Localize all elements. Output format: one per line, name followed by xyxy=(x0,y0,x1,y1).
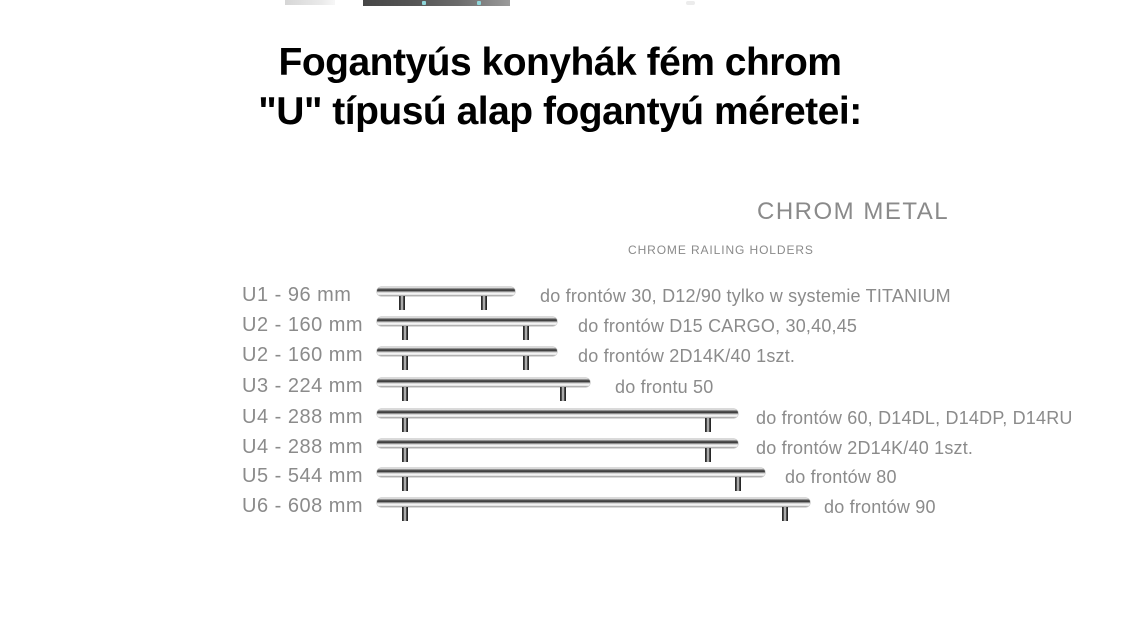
handle-size-label: U2 - 160 mm xyxy=(242,344,364,366)
page-title: Fogantyús konyhák fém chrom "U" típusú a… xyxy=(0,38,1120,136)
handle-row-u6-608: U6 - 608 mm do frontów 90 xyxy=(0,495,1134,525)
handle-post xyxy=(705,418,711,432)
handle-post xyxy=(481,296,487,310)
chrome-handle-illustration xyxy=(377,317,557,341)
chrome-handle-illustration xyxy=(377,468,765,492)
cyan-speck xyxy=(477,1,481,5)
handle-size-label: U3 - 224 mm xyxy=(242,375,364,397)
chrome-handle-illustration xyxy=(377,409,738,433)
handle-post xyxy=(402,326,408,340)
handle-post xyxy=(705,448,711,462)
handle-post xyxy=(402,356,408,370)
handle-bar xyxy=(377,317,557,326)
cyan-speck xyxy=(422,1,426,5)
handle-size-label: U1 - 96 mm xyxy=(242,284,352,306)
handle-bar xyxy=(377,439,738,448)
handle-size-label: U2 - 160 mm xyxy=(242,314,364,336)
chrome-handle-illustration xyxy=(377,347,557,371)
page-title-line1: Fogantyús konyhák fém chrom xyxy=(278,41,842,84)
handle-usage-label: do frontów 30, D12/90 tylko w systemie T… xyxy=(540,286,951,306)
handle-bar xyxy=(377,468,765,477)
handle-size-label: U6 - 608 mm xyxy=(242,495,364,517)
handle-row-u4-288: U4 - 288 mm do frontów 60, D14DL, D14DP,… xyxy=(0,406,1134,436)
handle-bar xyxy=(377,378,590,387)
handle-size-label: U4 - 288 mm xyxy=(242,406,364,428)
handle-row-u5-544: U5 - 544 mm do frontów 80 xyxy=(0,465,1134,495)
handle-row-u2-160b: U2 - 160 mm do frontów 2D14K/40 1szt. xyxy=(0,344,1134,374)
chrome-handle-illustration xyxy=(377,498,810,522)
cropped-image-artifact-speck xyxy=(686,1,695,5)
handle-post xyxy=(735,477,741,491)
handle-usage-label: do frontów 90 xyxy=(824,497,936,517)
handle-post xyxy=(782,507,788,521)
handle-usage-label: do frontów D15 CARGO, 30,40,45 xyxy=(578,316,858,336)
section-subheading: CHROME RAILING HOLDERS xyxy=(628,243,814,257)
handle-bar xyxy=(377,409,738,418)
handle-bar xyxy=(377,347,557,356)
handle-usage-label: do frontów 80 xyxy=(785,467,897,487)
chrome-handle-illustration xyxy=(377,378,590,402)
handle-post xyxy=(523,326,529,340)
handle-post xyxy=(402,418,408,432)
handle-post xyxy=(560,387,566,401)
chrome-handle-illustration xyxy=(377,287,515,311)
cropped-image-artifact-light xyxy=(285,0,335,5)
cropped-image-artifact-dark xyxy=(363,0,510,6)
handle-post xyxy=(399,296,405,310)
handle-post xyxy=(402,507,408,521)
page-title-line2: "U" típusú alap fogantyú méretei: xyxy=(258,90,862,133)
chrome-handle-illustration xyxy=(377,439,738,463)
handle-usage-label: do frontów 2D14K/40 1szt. xyxy=(578,346,796,366)
handle-size-label: U4 - 288 mm xyxy=(242,436,364,458)
handle-bar xyxy=(377,287,515,296)
handle-post xyxy=(402,387,408,401)
handle-bar xyxy=(377,498,810,507)
handle-row-u2-160: U2 - 160 mm do frontów D15 CARGO, 30,40,… xyxy=(0,314,1134,344)
handle-usage-label: do frontu 50 xyxy=(615,377,714,397)
handle-row-u4-288b: U4 - 288 mm do frontów 2D14K/40 1szt. xyxy=(0,436,1134,466)
handle-post xyxy=(523,356,529,370)
handle-usage-label: do frontów 2D14K/40 1szt. xyxy=(756,438,974,458)
handle-post xyxy=(402,477,408,491)
section-heading: CHROM METAL xyxy=(757,198,950,225)
handle-row-u3-224: U3 - 224 mm do frontu 50 xyxy=(0,375,1134,405)
handle-size-label: U5 - 544 mm xyxy=(242,465,364,487)
handle-post xyxy=(402,448,408,462)
handle-usage-label: do frontów 60, D14DL, D14DP, D14RU xyxy=(756,408,1073,428)
handle-row-u1-96: U1 - 96 mm do frontów 30, D12/90 tylko w… xyxy=(0,284,1134,314)
